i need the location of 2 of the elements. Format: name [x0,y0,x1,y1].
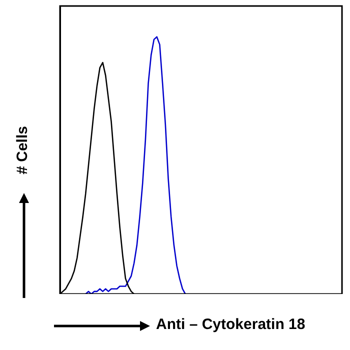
y-axis-title: # Cells [14,126,31,174]
x-axis-title: Anti – Cytokeratin 18 [156,316,306,333]
